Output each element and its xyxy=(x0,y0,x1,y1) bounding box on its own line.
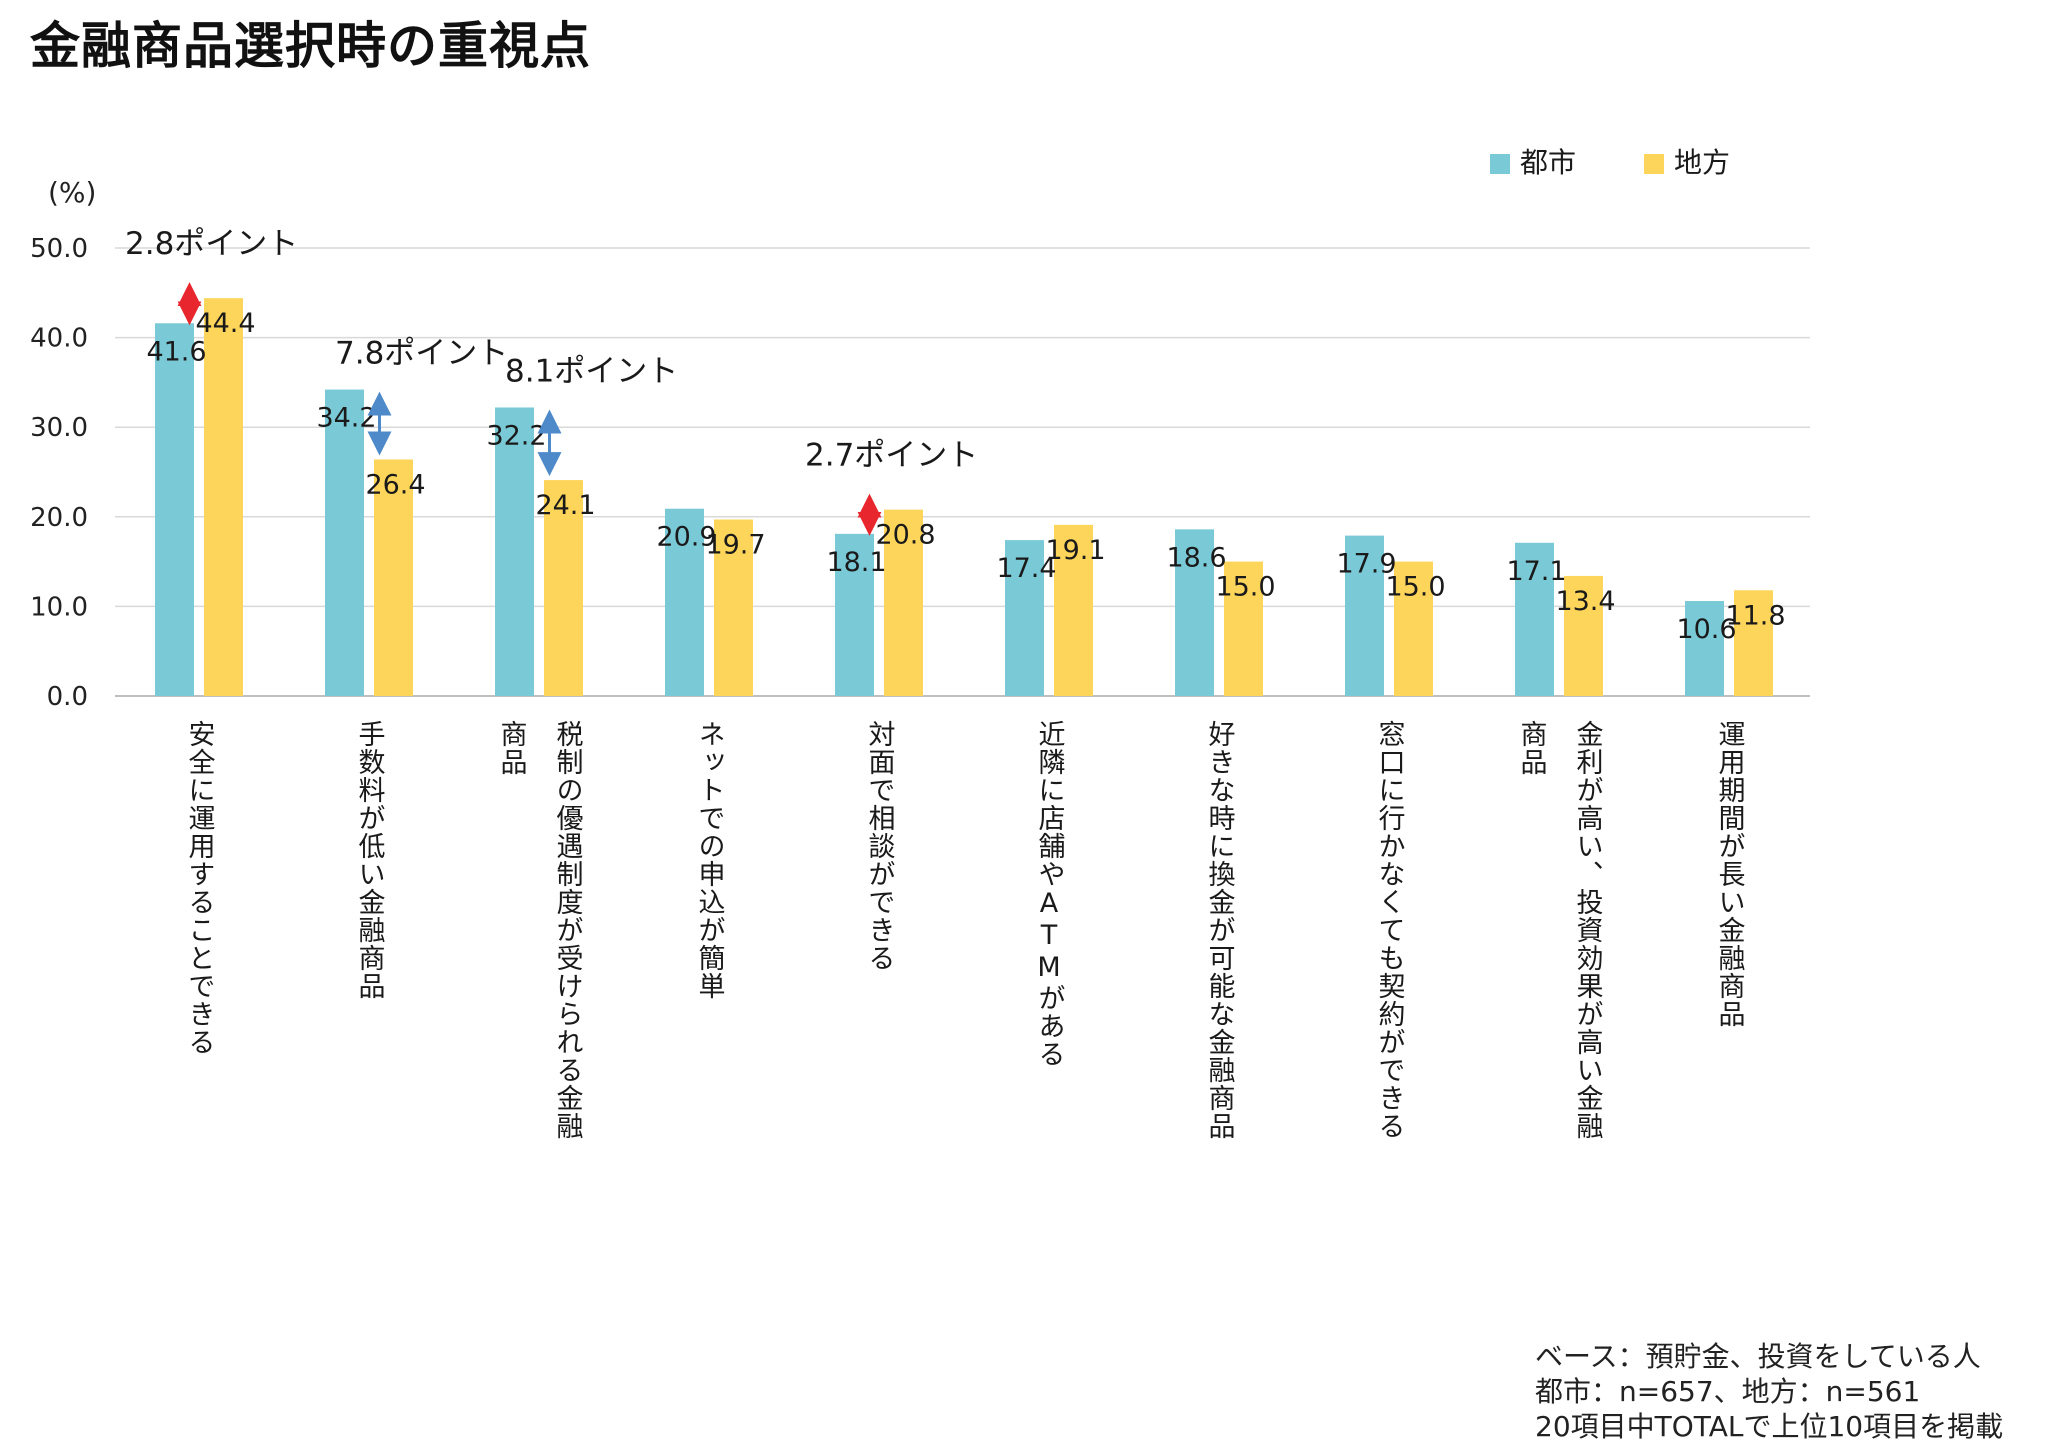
data-label-rural-8: 13.4 xyxy=(1555,586,1615,617)
data-label-urban-4: 18.1 xyxy=(826,547,886,578)
legend-swatch-urban xyxy=(1490,154,1510,174)
bar-urban-6 xyxy=(1175,529,1214,696)
data-label-urban-5: 17.4 xyxy=(996,553,1056,584)
category-label-line-2-1: 商品 xyxy=(496,720,527,776)
category-label-9: 運用期間が長い金融商品 xyxy=(1714,720,1746,1028)
data-label-rural-9: 11.8 xyxy=(1725,600,1785,631)
bar-urban-1 xyxy=(325,389,364,696)
category-label-1: 手数料が低い金融商品 xyxy=(354,720,386,1000)
footnote-base: ベース：預貯金、投資をしている人 xyxy=(1535,1340,1981,1373)
y-tick-label-3: 30.0 xyxy=(30,413,88,443)
category-label-7: 窓口に行かなくても契約ができる xyxy=(1374,720,1406,1140)
category-label-line-0-0: 安全に運用することできる xyxy=(184,720,216,1056)
bar-rural-8 xyxy=(1564,575,1603,696)
category-label-line-9-0: 運用期間が長い金融商品 xyxy=(1714,720,1746,1028)
bar-rural-4 xyxy=(884,509,923,696)
y-tick-label-5: 50.0 xyxy=(30,234,88,264)
category-label-5: 近隣に店舗やATMがある xyxy=(1034,720,1066,1068)
bar-urban-0 xyxy=(155,323,194,696)
category-label-line-7-0: 窓口に行かなくても契約ができる xyxy=(1374,720,1406,1140)
category-label-line-8-0: 金利が高い、投資効果が高い金融 xyxy=(1572,720,1604,1140)
y-tick-label-0: 0.0 xyxy=(47,682,88,712)
category-label-line-1-0: 手数料が低い金融商品 xyxy=(354,720,386,1000)
legend-label-rural: 地方 xyxy=(1674,146,1730,179)
bar-urban-4 xyxy=(835,533,874,696)
category-label-line-2-0: 税制の優遇制度が受けられる金融 xyxy=(552,720,584,1140)
footnote-scope: 20項目中TOTALで上位10項目を掲載 xyxy=(1535,1410,2004,1443)
category-label-3: ネットでの申込が簡単 xyxy=(694,720,725,1000)
data-label-rural-7: 15.0 xyxy=(1385,572,1445,603)
difference-label-2: 8.1ポイント xyxy=(505,353,678,389)
data-label-urban-8: 17.1 xyxy=(1506,556,1566,587)
footnote-sample-size: 都市：n=657、地方：n=561 xyxy=(1535,1375,1921,1408)
bar-rural-3 xyxy=(714,519,753,696)
bar-urban-3 xyxy=(665,508,704,696)
y-axis-label: (%) xyxy=(48,176,96,209)
data-label-urban-1: 34.2 xyxy=(316,403,376,434)
data-label-urban-0: 41.6 xyxy=(146,336,206,367)
data-label-rural-3: 19.7 xyxy=(705,529,765,560)
data-label-urban-2: 32.2 xyxy=(486,420,546,451)
legend-swatch-rural xyxy=(1644,154,1664,174)
category-label-0: 安全に運用することできる xyxy=(184,720,216,1056)
data-label-urban-7: 17.9 xyxy=(1336,549,1396,580)
bar-urban-5 xyxy=(1005,540,1044,696)
data-label-rural-2: 24.1 xyxy=(535,490,595,521)
y-axis: 0.0 10.0 20.0 30.0 40.0 50.0 xyxy=(30,234,88,712)
category-label-line-8-1: 商品 xyxy=(1516,720,1547,776)
data-label-urban-6: 18.6 xyxy=(1166,542,1226,573)
bar-urban-8 xyxy=(1515,542,1554,696)
bars xyxy=(155,298,1773,696)
category-label-line-4-0: 対面で相談ができる xyxy=(864,720,896,972)
difference-label-1: 7.8ポイント xyxy=(335,336,508,372)
category-label-line-3-0: ネットでの申込が簡単 xyxy=(694,720,725,1000)
y-tick-label-2: 20.0 xyxy=(30,503,88,533)
data-label-urban-9: 10.6 xyxy=(1676,614,1736,645)
legend-label-urban: 都市 xyxy=(1520,146,1576,179)
data-label-rural-0: 44.4 xyxy=(195,308,255,339)
y-tick-label-4: 40.0 xyxy=(30,324,88,354)
bar-rural-5 xyxy=(1054,524,1093,696)
category-label-4: 対面で相談ができる xyxy=(864,720,896,972)
data-label-rural-4: 20.8 xyxy=(875,520,935,551)
y-tick-label-1: 10.0 xyxy=(30,592,88,622)
legend: 都市 地方 xyxy=(1490,146,1730,179)
data-label-rural-1: 26.4 xyxy=(365,469,425,500)
data-label-urban-3: 20.9 xyxy=(656,522,716,553)
bar-urban-2 xyxy=(495,407,534,696)
data-labels: 41.644.4 34.2 26.4 32.2 24.1 20.919.7 18.120.8… xyxy=(146,308,1785,645)
bar-rural-9 xyxy=(1734,590,1773,696)
bar-rural-0 xyxy=(204,298,243,696)
category-label-line-5-0: 近隣に店舗やATMがある xyxy=(1034,720,1066,1068)
bar-rural-2 xyxy=(544,480,583,696)
bar-urban-7 xyxy=(1345,535,1384,696)
data-label-rural-6: 15.0 xyxy=(1215,572,1275,603)
bar-rural-1 xyxy=(374,459,413,696)
category-label-6: 好きな時に換金が可能な金融商品 xyxy=(1204,720,1236,1140)
difference-label-0: 2.8ポイント xyxy=(125,226,298,262)
category-labels: 安全に運用することできる 手数料が低い金融商品 税制の優遇制度が受けられる金融商品ネ… xyxy=(184,720,1746,1140)
difference-label-4: 2.7ポイント xyxy=(805,438,978,474)
page-title: 金融商品選択時の重視点 xyxy=(30,17,591,75)
bar-rural-6 xyxy=(1224,561,1263,696)
category-label-line-6-0: 好きな時に換金が可能な金融商品 xyxy=(1204,720,1236,1140)
data-label-rural-5: 19.1 xyxy=(1045,535,1105,566)
bar-rural-7 xyxy=(1394,561,1433,696)
bar-urban-9 xyxy=(1685,601,1724,696)
